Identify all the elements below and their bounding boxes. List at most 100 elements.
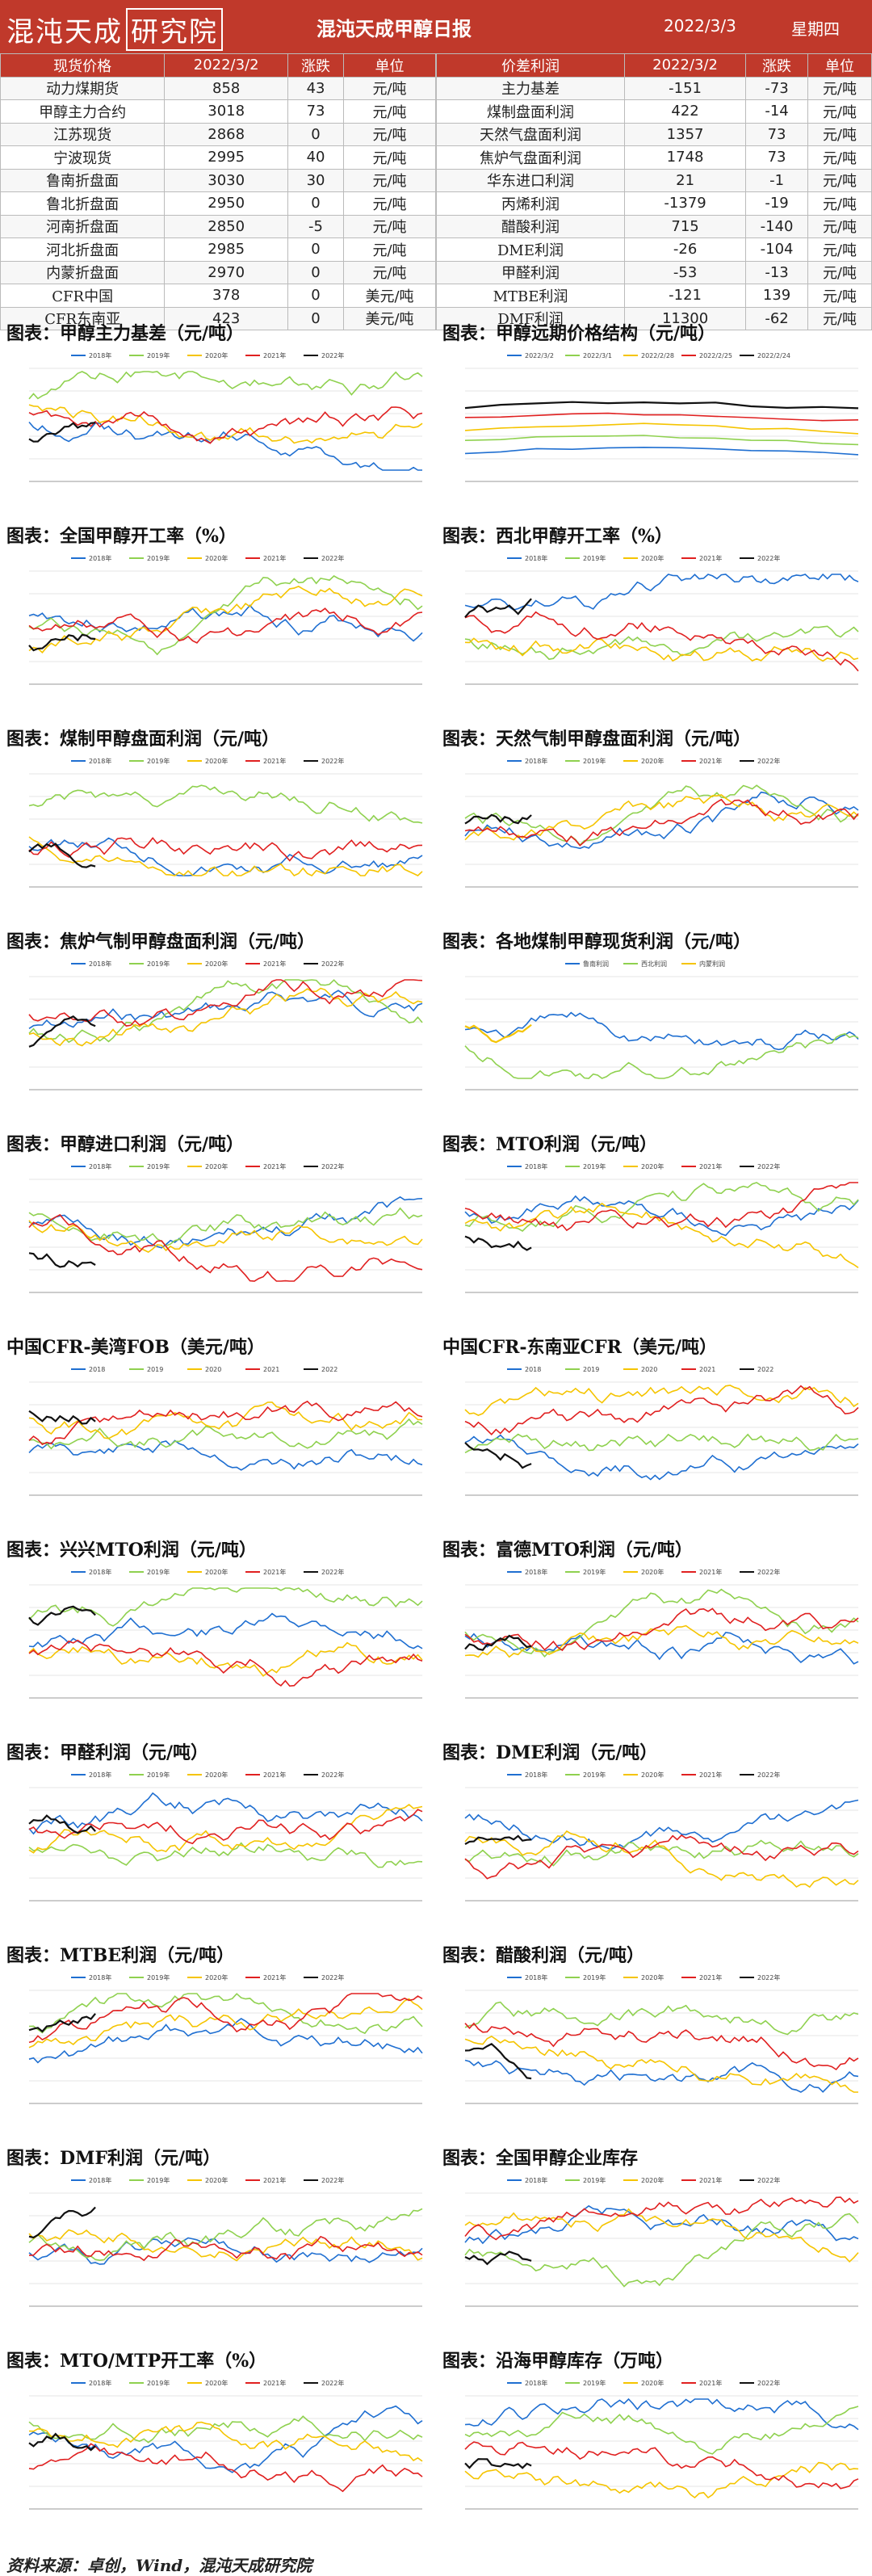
chart-panel: 中国CFR-美湾FOB（美元/吨） 2018 2019 2020 2021 2022 [0,1335,436,1533]
series-line [28,1410,96,1425]
row-value: 元/吨 [807,191,872,216]
series-line [28,2443,423,2493]
legend-label: 2018年 [89,1973,111,1981]
legend-label: 2020年 [205,2176,228,2184]
row-value: -62 [745,306,808,330]
row-value: -1 [745,168,808,192]
series-line [464,2441,859,2490]
legend-label: 2022年 [321,554,344,562]
legend-label: 2018年 [525,554,547,562]
row-value: 元/吨 [807,76,872,100]
legend-label: 2021年 [263,1568,286,1576]
series-line [28,1220,423,1254]
legend-label: 2022年 [321,1973,344,1981]
chart-canvas: 2018 2019 2020 2021 2022 [464,1366,859,1496]
legend-label: 2018 [525,1366,541,1373]
chart-title: 图表：天然气制甲醇盘面利润（元/吨） [442,729,752,750]
chart-panel: 图表：醋酸利润（元/吨） 2018年 2019年 2020年 2021年 2022年 [436,1944,872,2141]
chart-title: 图表：甲醛利润（元/吨） [6,1742,209,1763]
chart-panel: 图表：DME利润（元/吨） 2018年 2019年 2020年 2021年 2022年 [436,1741,872,1939]
series-line [464,1834,859,1880]
legend-label: 2019年 [583,2379,606,2387]
row-value: 2868 [164,122,289,146]
chart-panel: 图表：煤制甲醇盘面利润（元/吨） 2018年 2019年 2020年 2021年 2022… [0,727,436,925]
legend-label: 2020年 [205,1973,228,1981]
row-value: 40 [287,145,345,170]
series-line [464,1442,532,1469]
legend-label: 2021年 [263,1162,286,1170]
series-line [464,2196,859,2241]
chart-canvas: 2018年 2019年 2020年 2021年 2022年 [464,1162,859,1293]
chart-title: 图表：MTBE利润（元/吨） [6,1945,235,1966]
chart-plot: 2018年 2019年 2020年 2021年 2022年 [6,754,426,921]
series-line [28,2018,423,2064]
chart-panel: 图表：全国甲醇开工率（%） 2018年 2019年 2020年 2021年 2022年 [0,524,436,722]
row-label: 江苏现货 [0,122,166,146]
series-line [28,1015,96,1048]
table-header-cell: 涨跌 [745,53,808,78]
legend-label: 2022/3/1 [583,352,612,359]
legend-label: 2019年 [147,1568,170,1576]
table-row: 动力煤期货 858 43 元/吨 [0,76,436,100]
chart-plot: 2018年 2019年 2020年 2021年 2022年 [6,1971,426,2137]
row-label: CFR东南亚 [0,306,166,330]
table-row: 宁波现货 2995 40 元/吨 [0,145,436,170]
series-line [464,2022,859,2071]
series-line [28,1418,423,1450]
series-line [28,1993,423,2044]
chart-panel: 图表：甲醇进口利润（元/吨） 2018年 2019年 2020年 2021年 2022年 [0,1133,436,1330]
legend-label: 2019年 [147,960,170,968]
series-line [464,2397,859,2431]
series-line [28,371,423,400]
series-line [28,979,423,1044]
chart-canvas: 2018年 2019年 2020年 2021年 2022年 [464,2379,859,2510]
chart-canvas: 2018年 2019年 2020年 2021年 2022年 [464,1568,859,1699]
row-label: 丙烯利润 [436,191,625,216]
chart-canvas: 2018年 2019年 2020年 2021年 2022年 [464,757,859,888]
legend-label: 2018 [89,1366,105,1373]
legend-label: 2018年 [525,1973,547,1981]
row-value: -19 [745,191,808,216]
row-value: 139 [745,284,808,308]
series-line [464,794,859,841]
chart-panel: 图表：甲醇主力基差（元/吨） 2018年 2019年 2020年 2021年 2022年 [0,321,436,519]
row-label: CFR中国 [0,284,166,308]
row-value: 元/吨 [343,191,436,216]
row-value: 43 [287,76,345,100]
row-value: 0 [287,237,345,262]
legend-label: 2018年 [89,554,111,562]
table-row: CFR中国 378 0 美元/吨 [0,284,436,308]
row-value: 元/吨 [343,260,436,284]
series-line [464,1195,859,1237]
series-line [28,1998,423,2049]
series-line [464,1011,859,1051]
legend-label: 2022年 [757,1771,780,1779]
series-line [28,1213,423,1282]
series-line [28,1641,423,1677]
row-value: 元/吨 [807,168,872,192]
series-line [464,598,532,618]
chart-canvas: 2018年 2019年 2020年 2021年 2022年 [28,1771,423,1902]
legend-label: 2020年 [641,757,664,765]
legend-label: 2021年 [263,960,286,968]
row-label: 煤制盘面利润 [436,99,625,124]
series-line [28,422,96,443]
series-line [464,435,859,446]
legend-label: 2019年 [147,351,170,359]
legend-label: 2018年 [89,2176,111,2184]
series-line [464,611,859,672]
row-value: -121 [623,284,747,308]
legend-label: 2019年 [147,2176,170,2184]
legend-label: 2021年 [699,2379,722,2387]
series-line [28,633,96,652]
brand-logo: 混沌天成 研究院 [6,8,223,51]
row-label: 甲醇主力合约 [0,99,166,124]
chart-plot: 2018 2019 2020 2021 2022 [442,1363,862,1529]
chart-canvas: 2018 2019 2020 2021 2022 [28,1366,423,1496]
chart-title: 图表：MTO/MTP开工率（%） [6,2351,267,2372]
chart-canvas: 2018年 2019年 2020年 2021年 2022年 [28,351,423,482]
legend-label: 2022年 [757,1973,780,1981]
legend-label: 2021年 [699,1771,722,1779]
chart-panel: 图表：焦炉气制甲醇盘面利润（元/吨） 2018年 2019年 2020年 2021年 20… [0,930,436,1128]
series-line [28,837,423,862]
